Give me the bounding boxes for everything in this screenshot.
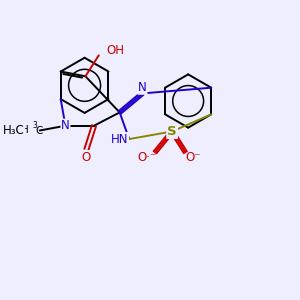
Text: H: H: [21, 125, 28, 136]
Text: S: S: [167, 125, 177, 138]
Text: OH: OH: [106, 44, 124, 57]
Text: N: N: [138, 81, 147, 94]
Text: O⁻: O⁻: [185, 151, 201, 164]
Text: 3: 3: [32, 121, 37, 130]
Text: O·⁻: O·⁻: [138, 151, 157, 164]
Text: HN: HN: [111, 133, 128, 146]
Text: N: N: [61, 119, 70, 132]
Text: O: O: [82, 151, 91, 164]
Text: H₃C: H₃C: [5, 124, 26, 137]
Text: H₃C: H₃C: [3, 124, 25, 137]
Text: C: C: [35, 127, 42, 136]
